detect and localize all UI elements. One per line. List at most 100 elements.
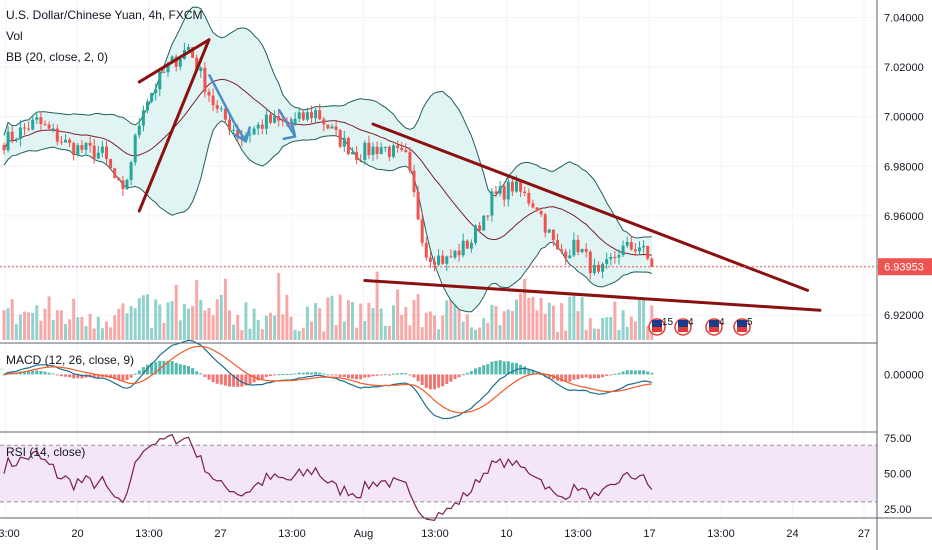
volume-bar — [560, 303, 564, 340]
macd-histogram-bar — [39, 371, 43, 375]
volume-bar — [326, 297, 330, 340]
macd-histogram-bar — [621, 371, 625, 375]
symbol-title: U.S. Dollar/Chinese Yuan, 4h, FXCM — [6, 8, 203, 22]
volume-bar — [51, 319, 55, 340]
time-tick-label: 17 — [643, 528, 655, 540]
candle-body — [638, 247, 641, 252]
volume-bar — [601, 317, 605, 340]
volume-bar — [597, 328, 600, 340]
volume-bar — [478, 327, 482, 340]
candle-body — [580, 248, 584, 253]
macd-histogram-bar — [158, 360, 162, 375]
price-tick-label: 7.02000 — [884, 62, 924, 74]
macd-histogram-bar — [334, 374, 338, 376]
macd-histogram-bar — [584, 374, 588, 378]
macd-histogram-bar — [141, 367, 145, 375]
trendline[interactable] — [137, 38, 211, 84]
volume-bar — [392, 305, 395, 340]
macd-histogram-bar — [23, 371, 26, 375]
volume-bar — [137, 298, 141, 340]
candle-body — [486, 215, 490, 217]
volume-bar — [219, 294, 223, 340]
candle-body — [326, 124, 330, 129]
candle-body — [76, 145, 80, 156]
time-tick-label: 13:00 — [421, 528, 449, 540]
candle-body — [256, 124, 260, 129]
macd-histogram-bar — [469, 371, 473, 375]
volume-bar — [76, 317, 80, 340]
candle-body — [133, 135, 137, 163]
candle-body — [572, 239, 576, 256]
event-flag[interactable]: 4 — [674, 317, 694, 336]
macd-histogram-bar — [252, 374, 256, 383]
candle-body — [453, 250, 457, 258]
event-flag[interactable]: 15 — [648, 317, 674, 336]
event-flag[interactable]: 4 — [705, 317, 725, 336]
macd-histogram-bar — [363, 374, 367, 378]
volume-bar — [195, 280, 199, 340]
volume-bar — [35, 305, 39, 340]
macd-histogram-bar — [211, 374, 215, 383]
drawn-arrow[interactable] — [232, 126, 252, 143]
macd-histogram-bar — [35, 370, 39, 375]
volume-bar — [367, 302, 371, 340]
macd-histogram-bar — [109, 374, 113, 379]
price-tick-label: 6.92000 — [884, 310, 924, 322]
macd-histogram-bar — [510, 362, 514, 375]
macd-histogram-bar — [240, 374, 244, 387]
arrows — [207, 73, 297, 143]
volume-bar — [568, 296, 572, 340]
candle-body — [100, 146, 104, 153]
trendline[interactable] — [363, 278, 822, 312]
candle-body — [170, 56, 174, 64]
volume-bar — [613, 301, 617, 340]
rsi-line — [3, 433, 653, 521]
volume-bar — [498, 325, 502, 340]
candle-body — [84, 142, 88, 150]
macd-histogram-bar — [322, 373, 326, 375]
volume-bar — [170, 301, 174, 340]
macd-histogram-bar — [576, 374, 580, 380]
volume-bar — [150, 328, 154, 340]
macd-histogram-bar — [527, 368, 531, 375]
macd-histogram-bar — [465, 372, 469, 375]
macd-histogram-bar — [592, 374, 596, 379]
candle-body — [121, 180, 125, 189]
macd-histogram-bar — [515, 363, 518, 375]
current-price-tag: 6.93953 — [878, 258, 932, 276]
candle-body — [613, 256, 617, 258]
candle-body — [465, 240, 469, 249]
drawn-arrow[interactable] — [207, 73, 247, 143]
volume-bar — [609, 316, 613, 340]
volume-bar — [629, 316, 633, 340]
macd-histogram-bar — [248, 374, 252, 385]
volume-bar — [506, 309, 510, 340]
drawn-arrow[interactable] — [277, 108, 297, 138]
macd-histogram-bar — [64, 374, 67, 377]
candle-body — [305, 112, 309, 120]
volume-bar — [547, 302, 551, 340]
macd-histogram-bar — [43, 371, 47, 375]
candle-body — [351, 152, 354, 155]
volume-bar — [318, 308, 322, 340]
volume-bar — [371, 308, 375, 340]
event-flag[interactable]: 5 — [733, 317, 753, 336]
volume-bar — [363, 321, 367, 340]
volume-bar — [572, 295, 576, 340]
trendline[interactable] — [137, 38, 211, 213]
candle-body — [461, 240, 465, 256]
volume-bar — [342, 321, 346, 340]
trendline[interactable] — [371, 122, 810, 292]
drawn-arrow[interactable] — [282, 118, 297, 141]
volume-bar — [207, 308, 211, 340]
candle-body — [560, 249, 564, 252]
candle-body — [408, 152, 412, 171]
candle-body — [502, 186, 506, 200]
candle-body — [125, 179, 129, 189]
macd-histogram-bar — [31, 370, 35, 375]
candle-body — [55, 128, 59, 142]
candle-body — [310, 112, 313, 119]
macd-histogram-bar — [609, 374, 613, 376]
price-tick-label: 7.00000 — [884, 112, 924, 124]
